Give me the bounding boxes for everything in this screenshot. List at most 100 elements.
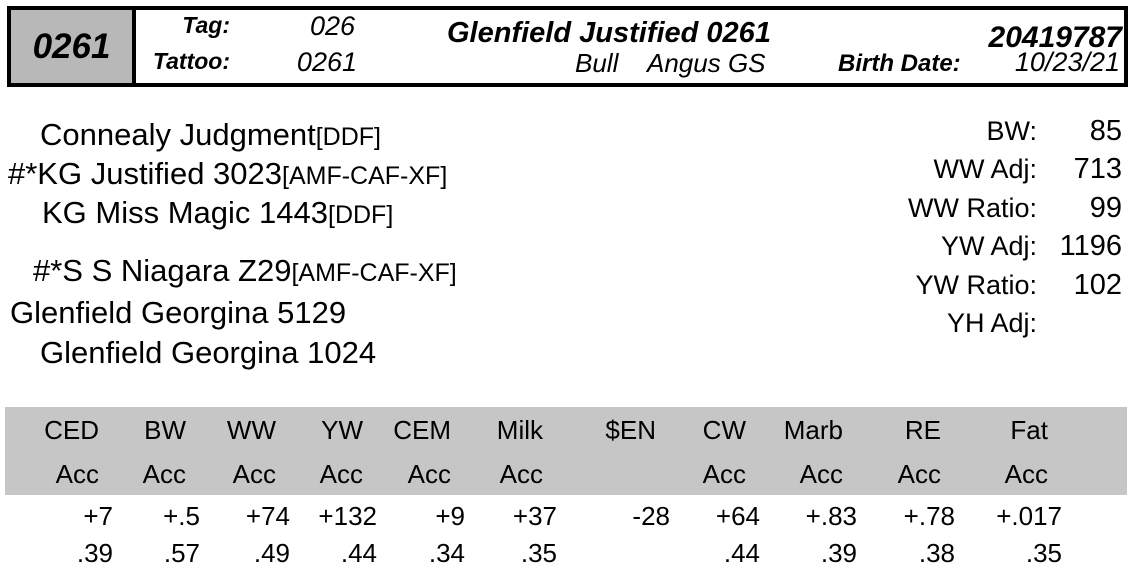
- epd-value-cell: +.78: [903, 500, 955, 531]
- pedigree-dam-sire: #*S S Niagara Z29[AMF-CAF-XF]: [33, 253, 457, 291]
- epd-header-row: CED BW WW YW CEM Milk $EN CW Marb RE Fat: [5, 407, 1127, 453]
- epd-acc-label-cell: [563, 453, 676, 495]
- epd-header-cell: BW: [144, 414, 186, 445]
- animal-header-box: 0261 Tag: 026 Tattoo: 0261 Glenfield Jus…: [7, 6, 1128, 87]
- epd-acc-label-cell: Acc: [55, 458, 99, 489]
- epd-acc-value-cell: .44: [340, 537, 377, 568]
- epd-header-cell: $EN: [605, 414, 656, 445]
- tag-value: 026: [309, 11, 355, 41]
- epd-header-cell: CW: [702, 414, 746, 445]
- epd-acc-label-cell: Acc: [702, 458, 746, 489]
- pedigree-codes: [AMF-CAF-XF]: [282, 162, 448, 190]
- epd-value-cell: +37: [512, 500, 557, 531]
- epd-acc-value-cell: .49: [253, 537, 290, 568]
- pedigree-name: #*KG Justified 3023: [8, 156, 283, 191]
- perf-label: YW Adj:: [940, 231, 1037, 262]
- epd-acc-value-cell: .57: [163, 537, 200, 568]
- epd-value-cell: +.83: [805, 500, 857, 531]
- epd-acc-label-cell: Acc: [407, 458, 451, 489]
- perf-value: 99: [1089, 191, 1122, 224]
- epd-header-cell: WW: [226, 414, 276, 445]
- birth-date-label: Birth Date:: [838, 50, 961, 77]
- performance-stats: BW: 85 WW Adj: 713 WW Ratio: 99 YW Adj: …: [800, 112, 1122, 343]
- spacer-cell: [1068, 495, 1127, 537]
- epd-acc-label-row: Acc Acc Acc Acc Acc Acc Acc Acc Acc Acc: [5, 453, 1127, 495]
- epd-acc-value-cell: [563, 537, 676, 569]
- epd-acc-value-cell: .39: [76, 537, 113, 568]
- epd-header-cell: CEM: [393, 414, 451, 445]
- epd-acc-label-cell: Acc: [232, 458, 276, 489]
- pedigree-sire-sire: Connealy Judgment[DDF]: [40, 117, 381, 155]
- registration-number: 20419787: [988, 21, 1122, 54]
- pedigree-sire: #*KG Justified 3023[AMF-CAF-XF]: [8, 156, 447, 194]
- epd-table: CED BW WW YW CEM Milk $EN CW Marb RE Fat Acc Acc Acc…: [5, 407, 1127, 569]
- pedigree-name: Glenfield Georgina 5129: [10, 295, 347, 330]
- pedigree-codes: [AMF-CAF-XF]: [291, 259, 457, 287]
- epd-values-row: +7 +.5 +74 +132 +9 +37 -28 +64 +.83 +.78 +.017: [5, 495, 1127, 537]
- perf-label: WW Ratio:: [907, 192, 1037, 223]
- epd-header-cell: RE: [904, 414, 941, 445]
- epd-acc-label-cell: Acc: [799, 458, 843, 489]
- pedigree-dam: Glenfield Georgina 5129: [10, 295, 346, 333]
- epd-acc-label-cell: Acc: [142, 458, 186, 489]
- epd-acc-label-cell: Acc: [1004, 458, 1048, 489]
- tag-label: Tag:: [182, 12, 230, 38]
- epd-acc-label-cell: Acc: [897, 458, 941, 489]
- birth-date-value: 10/23/21: [1014, 47, 1120, 77]
- spacer-cell: [1068, 453, 1127, 495]
- pedigree-name: Glenfield Georgina 1024: [40, 335, 377, 370]
- perf-row-yh-adj: YH Adj:: [800, 305, 1122, 344]
- spacer-cell: [1068, 407, 1127, 453]
- pedigree-codes: [DDF]: [315, 123, 382, 151]
- epd-acc-value-cell: .35: [1025, 537, 1062, 568]
- tattoo-value: 0261: [296, 47, 357, 77]
- perf-label: WW Adj:: [933, 154, 1037, 185]
- epd-value-cell: +7: [83, 500, 113, 531]
- epd-value-cell: +64: [715, 500, 760, 531]
- epd-value-cell: +.5: [163, 500, 200, 531]
- perf-value: 85: [1089, 114, 1122, 147]
- pedigree-name: KG Miss Magic 1443: [42, 195, 328, 230]
- epd-header-cell: Fat: [1010, 414, 1048, 445]
- perf-label: BW:: [986, 115, 1037, 146]
- perf-value: 713: [1073, 153, 1122, 186]
- epd-acc-value-cell: .35: [520, 537, 557, 568]
- epd-value-cell: +74: [245, 500, 290, 531]
- pedigree-name: Connealy Judgment: [40, 117, 316, 152]
- ear-tag-cell: 0261: [11, 10, 136, 83]
- epd-header-cell: Marb: [783, 414, 843, 445]
- epd-value-cell: -28: [632, 500, 670, 531]
- ear-tag-number: 0261: [32, 26, 111, 66]
- perf-row-bw: BW: 85: [800, 112, 1122, 151]
- animal-name: Glenfield Justified 0261: [447, 17, 771, 49]
- perf-value: 102: [1073, 268, 1122, 301]
- animal-breed: Angus GS: [647, 48, 766, 78]
- pedigree-sire-dam: KG Miss Magic 1443[DDF]: [42, 195, 393, 233]
- perf-label: YH Adj:: [946, 308, 1037, 339]
- perf-value: 1196: [1059, 230, 1122, 263]
- epd-header-cell: YW: [321, 414, 363, 445]
- tattoo-label: Tattoo:: [152, 48, 230, 74]
- epd-acc-value-cell: .39: [820, 537, 857, 568]
- pedigree-codes: [DDF]: [328, 201, 394, 229]
- animal-sex: Bull: [575, 48, 619, 78]
- perf-row-yw-ratio: YW Ratio: 102: [800, 266, 1122, 305]
- pedigree-dam-dam: Glenfield Georgina 1024: [40, 335, 376, 373]
- epd-acc-values-row: .39 .57 .49 .44 .34 .35 .44 .39 .38 .35: [5, 537, 1127, 569]
- perf-label: YW Ratio:: [915, 269, 1037, 300]
- epd-acc-label-cell: Acc: [499, 458, 543, 489]
- epd-value-cell: +132: [318, 500, 377, 531]
- perf-row-ww-ratio: WW Ratio: 99: [800, 189, 1122, 228]
- epd-header-cell: CED: [44, 414, 99, 445]
- epd-acc-value-cell: .34: [428, 537, 465, 568]
- perf-row-ww-adj: WW Adj: 713: [800, 151, 1122, 190]
- epd-header-cell: Milk: [496, 414, 543, 445]
- epd-value-cell: +.017: [996, 500, 1062, 531]
- epd-acc-value-cell: .44: [723, 537, 760, 568]
- pedigree-name: #*S S Niagara Z29: [33, 253, 292, 288]
- epd-acc-label-cell: Acc: [319, 458, 363, 489]
- epd-value-cell: +9: [435, 500, 465, 531]
- spacer-cell: [1068, 537, 1127, 569]
- epd-acc-value-cell: .38: [918, 537, 955, 568]
- perf-row-yw-adj: YW Adj: 1196: [800, 228, 1122, 267]
